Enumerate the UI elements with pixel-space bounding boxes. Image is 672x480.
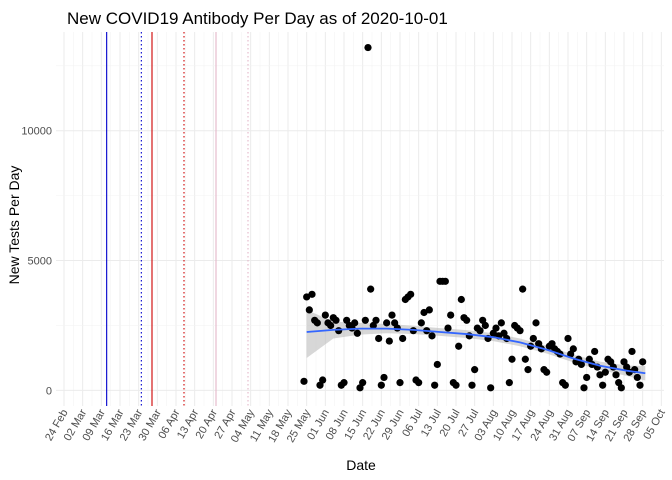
data-point	[417, 319, 425, 327]
data-point	[361, 316, 369, 324]
data-point	[529, 334, 537, 343]
y-axis-ticks: 0 5000 10000	[21, 126, 52, 398]
data-point	[580, 384, 588, 392]
data-point	[340, 379, 348, 387]
data-point	[308, 290, 316, 298]
data-point	[601, 368, 609, 376]
smooth-line-layer	[306, 327, 646, 375]
data-point	[420, 308, 428, 317]
data-point	[457, 295, 465, 304]
data-point	[319, 376, 327, 384]
data-point	[487, 384, 495, 392]
data-point	[327, 321, 335, 330]
x-axis-title: Date	[346, 457, 376, 473]
confidence-band	[306, 309, 646, 381]
data-point	[476, 327, 484, 335]
data-point	[396, 379, 404, 387]
data-point	[639, 358, 647, 366]
data-point	[481, 321, 489, 330]
data-point	[375, 334, 383, 343]
data-point	[471, 366, 479, 374]
data-point	[583, 373, 591, 382]
data-point	[441, 277, 449, 285]
y-tick-label: 10000	[21, 126, 52, 138]
data-point	[321, 311, 329, 319]
data-point	[516, 327, 524, 335]
data-point	[303, 293, 311, 301]
smooth-line	[306, 327, 646, 375]
data-point	[628, 347, 636, 356]
y-tick-label: 0	[46, 385, 52, 397]
data-point	[447, 311, 455, 319]
data-point	[431, 381, 439, 389]
data-point	[492, 324, 500, 332]
data-point	[521, 355, 529, 363]
data-point	[399, 334, 407, 343]
data-point	[519, 285, 527, 293]
data-point	[617, 384, 625, 392]
data-point	[372, 316, 380, 324]
data-point	[508, 355, 516, 363]
data-point	[524, 366, 532, 374]
data-point	[561, 381, 569, 389]
data-point	[353, 329, 361, 337]
data-point	[359, 379, 367, 387]
data-point	[313, 319, 321, 327]
data-point	[497, 319, 505, 327]
data-point	[596, 371, 604, 379]
data-point	[407, 290, 415, 298]
data-point	[425, 306, 433, 314]
data-point	[577, 360, 585, 369]
data-point	[444, 324, 452, 332]
data-point	[380, 373, 388, 382]
data-point	[463, 316, 471, 324]
data-point	[591, 347, 599, 356]
data-point	[388, 311, 396, 319]
data-point	[385, 337, 393, 345]
y-tick-label: 5000	[28, 256, 52, 268]
confidence-band-layer	[306, 309, 646, 381]
reference-lines	[106, 32, 249, 406]
data-point	[452, 381, 460, 389]
data-point	[305, 306, 313, 314]
data-point	[564, 334, 572, 343]
data-point	[393, 324, 401, 332]
data-point	[636, 381, 644, 389]
data-point	[599, 381, 607, 389]
data-point	[332, 316, 340, 324]
chart-title: New COVID19 Antibody Per Day as of 2020-…	[67, 9, 448, 28]
data-point	[377, 381, 385, 389]
data-point	[633, 373, 641, 382]
data-point	[433, 360, 441, 369]
data-point	[364, 43, 372, 52]
data-point	[335, 327, 343, 335]
data-point	[543, 368, 551, 376]
data-point	[415, 379, 423, 387]
data-point	[532, 319, 540, 327]
data-point	[367, 285, 375, 293]
data-point	[455, 342, 463, 350]
data-point	[383, 319, 391, 327]
data-point	[351, 319, 359, 327]
data-point	[612, 371, 620, 379]
data-point	[569, 345, 577, 353]
data-point	[300, 377, 308, 385]
data-point	[468, 381, 476, 389]
data-point	[428, 332, 436, 340]
data-point	[505, 379, 513, 387]
y-axis-title: New Tests Per Day	[6, 166, 22, 285]
